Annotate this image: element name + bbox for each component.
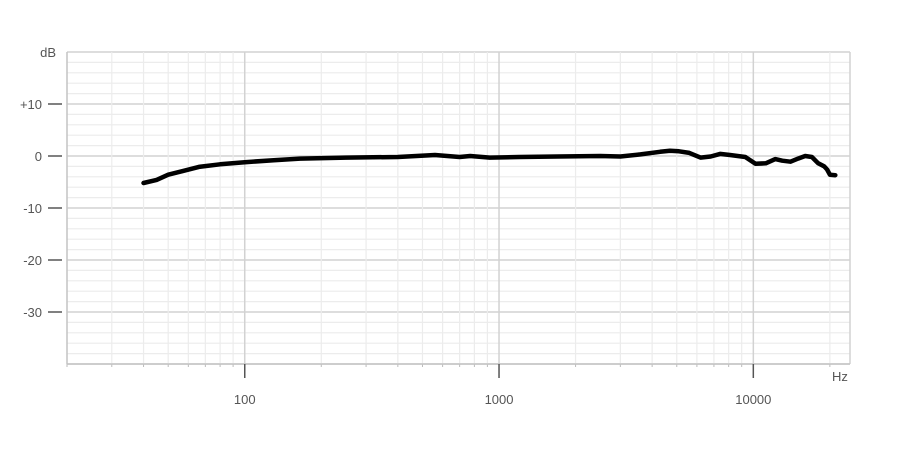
y-tick-label: dB	[40, 45, 56, 60]
tick-labels: dB +10 0 -10 -20 -30 100 1000 10000	[20, 45, 771, 407]
y-tick-label: -30	[23, 305, 42, 320]
grid	[66, 51, 851, 367]
x-axis-label: Hz	[832, 369, 848, 384]
x-tick-label: 10000	[735, 392, 771, 407]
y-tick-label: 0	[35, 149, 42, 164]
series	[141, 148, 838, 186]
y-tick-label: -10	[23, 201, 42, 216]
frequency-response-line	[141, 148, 838, 186]
y-tick-label: -20	[23, 253, 42, 268]
y-tick-label: +10	[20, 97, 42, 112]
axes	[66, 52, 850, 365]
x-tick-label: 100	[234, 392, 256, 407]
x-tick-label: 1000	[485, 392, 514, 407]
